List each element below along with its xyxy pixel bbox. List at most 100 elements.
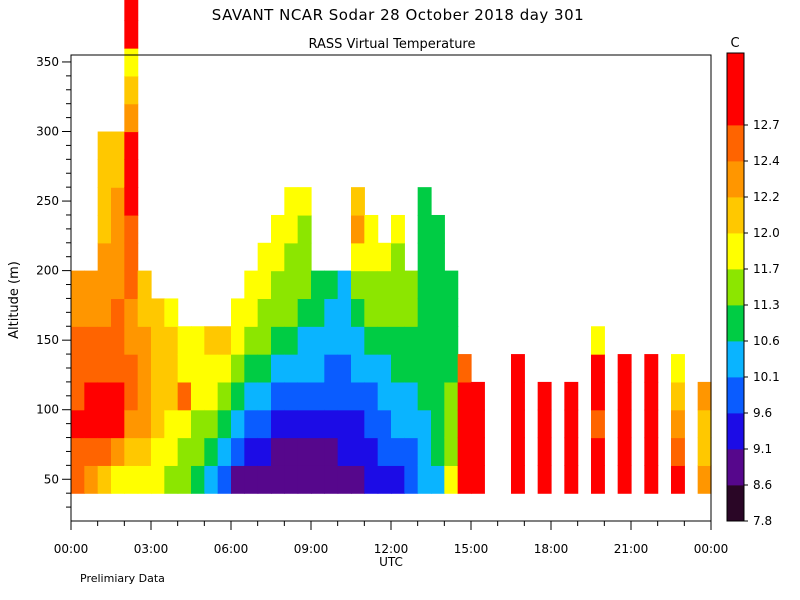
heatmap-cell	[164, 437, 179, 466]
heatmap-cell	[244, 298, 259, 327]
heatmap-cell	[337, 437, 352, 466]
x-tick-label: 03:00	[134, 542, 169, 556]
heatmap-cell	[404, 298, 419, 327]
heatmap-cell	[271, 298, 285, 327]
heatmap-cell	[124, 187, 139, 216]
heatmap-cell	[311, 326, 325, 355]
heatmap-cell	[417, 214, 432, 244]
heatmap-cell	[204, 326, 219, 355]
colorbar: 7.8 8.6 9.1 9.6 10.1 10.6 11.3 11.7 12.0 12.2 12.4…	[726, 52, 780, 528]
heatmap-cell	[84, 437, 99, 466]
colorbar-label: 11.3	[753, 298, 780, 312]
heatmap-cell	[71, 409, 85, 439]
heatmap-cell	[671, 437, 685, 466]
heatmap-cell	[284, 409, 299, 439]
heatmap-cell	[697, 437, 712, 466]
heatmap-cell	[257, 381, 272, 411]
heatmap-cell	[391, 298, 405, 327]
heatmap-cell	[351, 437, 365, 466]
heatmap-cell	[151, 298, 165, 327]
heatmap-cell	[97, 214, 112, 244]
heatmap-cell	[311, 409, 325, 439]
heatmap-cell	[351, 354, 365, 383]
heatmap-cell	[164, 381, 179, 411]
x-tick-label: 00:00	[54, 542, 89, 556]
heatmap-cell	[311, 437, 325, 466]
heatmap-cell	[71, 381, 85, 411]
heatmap-cell	[377, 298, 392, 327]
heatmap-cell	[204, 354, 219, 383]
heatmap-cell	[364, 354, 379, 383]
x-tick-label: 15:00	[454, 542, 489, 556]
heatmap-cell	[231, 381, 245, 411]
heatmap-cell	[417, 242, 432, 272]
heatmap-cell	[124, 48, 139, 77]
heatmap-cell	[271, 437, 285, 466]
heatmap-cell	[97, 354, 112, 383]
heatmap-cell	[244, 465, 259, 494]
heatmap-cell	[111, 326, 125, 355]
heatmap-cell	[351, 381, 365, 411]
colorbar-swatch	[727, 161, 744, 198]
heatmap-cell	[137, 465, 152, 494]
heatmap-cell	[471, 409, 485, 439]
heatmap-cell	[404, 270, 419, 300]
heatmap-cell	[431, 437, 445, 466]
heatmap-cell	[71, 298, 85, 327]
heatmap-cell	[137, 409, 152, 439]
heatmap-cell	[324, 326, 339, 355]
heatmap-cell	[351, 326, 365, 355]
chart-subtitle: RASS Virtual Temperature	[309, 37, 476, 52]
heatmap-cell	[471, 437, 485, 466]
colorbar-label: 8.6	[753, 478, 772, 492]
heatmap-cell	[231, 437, 245, 466]
colorbar-label: 7.8	[753, 514, 772, 528]
heatmap-cell	[204, 381, 219, 411]
heatmap-cell	[84, 298, 99, 327]
heatmap-cell	[111, 131, 125, 160]
heatmap-cell	[164, 298, 179, 327]
heatmap-cell	[151, 409, 165, 439]
heatmap-cell	[84, 409, 99, 439]
heatmap-cell	[377, 326, 392, 355]
colorbar-label: 12.7	[753, 118, 780, 132]
heatmap-cell	[137, 381, 152, 411]
heatmap-cell	[364, 298, 379, 327]
heatmap-cell	[257, 354, 272, 383]
heatmap-cell	[97, 131, 112, 160]
heatmap-cell	[124, 0, 139, 21]
heatmap-cell	[284, 326, 299, 355]
heatmap-cell	[164, 465, 179, 494]
heatmap-cell	[644, 437, 659, 466]
heatmap-cell	[671, 381, 685, 411]
heatmap-cell	[97, 187, 112, 216]
colorbar-swatch	[727, 341, 744, 378]
heatmap-cell	[337, 354, 352, 383]
heatmap-cell	[444, 465, 459, 494]
heatmap-cell	[511, 465, 525, 494]
colorbar-label: 12.4	[753, 154, 780, 168]
heatmap-cell	[257, 465, 272, 494]
heatmap-cell	[297, 242, 312, 272]
heatmap-cell	[337, 298, 352, 327]
heatmap-cell	[204, 437, 219, 466]
heatmap-cell	[257, 326, 272, 355]
heatmap-cell	[324, 381, 339, 411]
heatmap-cell	[297, 270, 312, 300]
chart-title: SAVANT NCAR Sodar 28 October 2018 day 30…	[212, 6, 584, 24]
heatmap-cell	[71, 465, 85, 494]
heatmap-cell	[151, 381, 165, 411]
colorbar-swatch	[727, 233, 744, 270]
heatmap-cell	[364, 437, 379, 466]
heatmap-cell	[337, 465, 352, 494]
heatmap-cell	[417, 326, 432, 355]
heatmap-cell	[191, 465, 205, 494]
heatmap-cell	[391, 214, 405, 244]
heatmap-cell	[431, 270, 445, 300]
heatmap-cell	[311, 381, 325, 411]
heatmap-cell	[191, 437, 205, 466]
heatmap-cell	[324, 298, 339, 327]
heatmap-cell	[417, 381, 432, 411]
heatmap-cell	[124, 270, 139, 300]
